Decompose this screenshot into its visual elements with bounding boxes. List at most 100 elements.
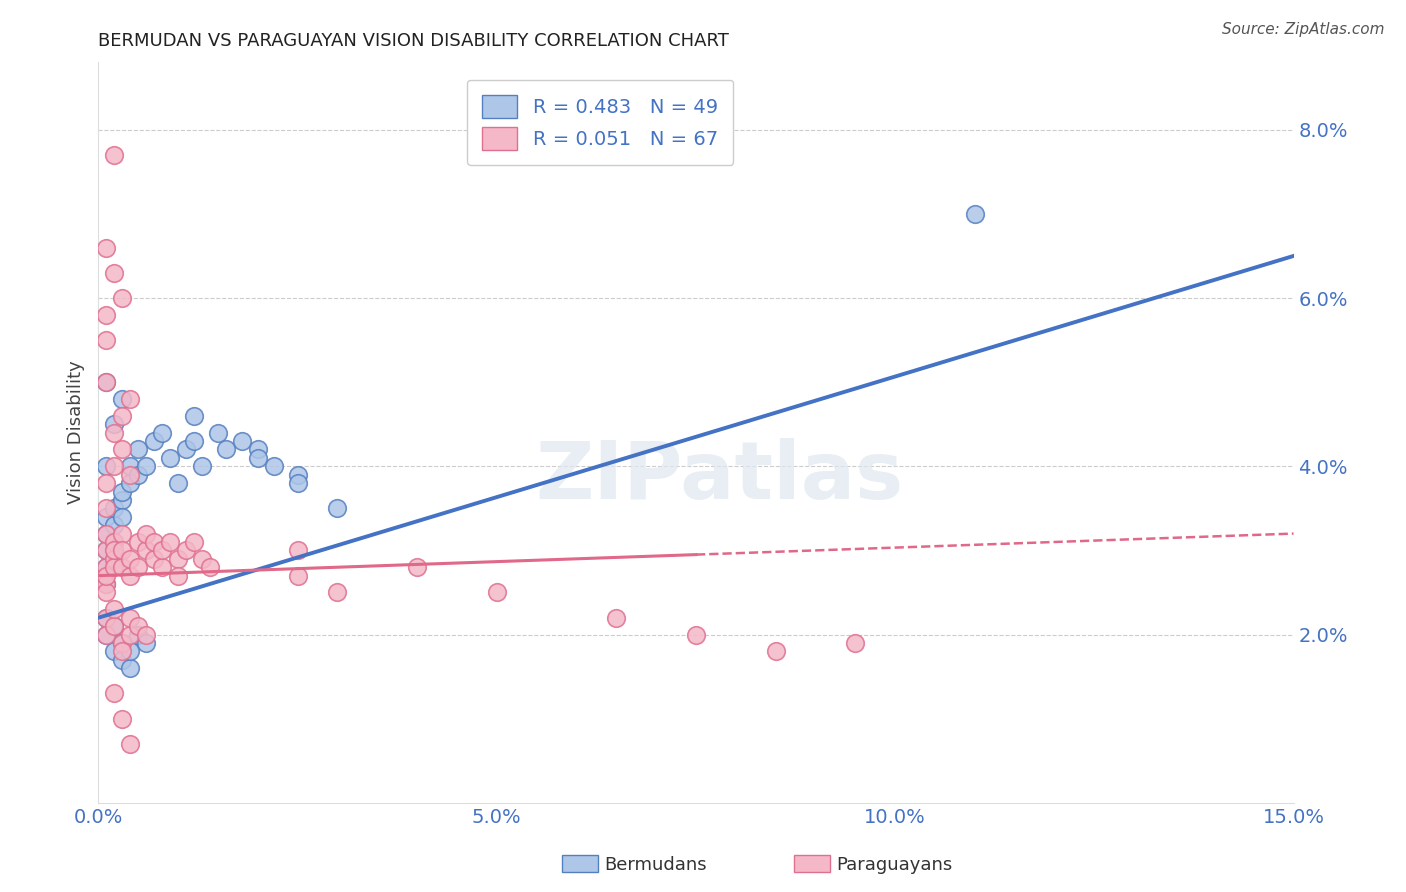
Point bbox=[150, 560, 173, 574]
Point bbox=[605, 610, 627, 624]
Point bbox=[120, 551, 142, 566]
Point bbox=[287, 476, 309, 491]
Point bbox=[174, 543, 197, 558]
Point bbox=[111, 392, 134, 406]
Point bbox=[215, 442, 238, 457]
Text: Bermudans: Bermudans bbox=[605, 856, 707, 874]
Point bbox=[183, 409, 205, 423]
Point bbox=[111, 560, 134, 574]
Point bbox=[103, 501, 125, 516]
Point bbox=[103, 686, 125, 700]
Point bbox=[103, 644, 125, 658]
Point bbox=[103, 459, 125, 474]
Point bbox=[111, 442, 134, 457]
Point bbox=[96, 560, 118, 574]
Point bbox=[96, 585, 118, 599]
Point bbox=[96, 476, 118, 491]
Point bbox=[159, 450, 181, 465]
Point bbox=[127, 560, 149, 574]
Point bbox=[191, 459, 214, 474]
Text: BERMUDAN VS PARAGUAYAN VISION DISABILITY CORRELATION CHART: BERMUDAN VS PARAGUAYAN VISION DISABILITY… bbox=[98, 32, 730, 50]
Point bbox=[167, 476, 190, 491]
Text: Source: ZipAtlas.com: Source: ZipAtlas.com bbox=[1222, 22, 1385, 37]
Point bbox=[96, 459, 118, 474]
Point bbox=[96, 627, 118, 641]
Point bbox=[685, 627, 707, 641]
Point bbox=[485, 585, 508, 599]
Point bbox=[120, 392, 142, 406]
Point bbox=[96, 560, 118, 574]
Point bbox=[127, 535, 149, 549]
Point bbox=[96, 543, 118, 558]
Point bbox=[96, 610, 118, 624]
Point bbox=[111, 484, 134, 499]
Point bbox=[120, 737, 142, 751]
Point bbox=[127, 467, 149, 482]
Point bbox=[183, 434, 205, 448]
Point bbox=[143, 535, 166, 549]
Point bbox=[96, 509, 118, 524]
Point bbox=[96, 501, 118, 516]
Point bbox=[111, 653, 134, 667]
Point bbox=[191, 551, 214, 566]
Point bbox=[765, 644, 787, 658]
Point bbox=[111, 543, 134, 558]
Point bbox=[120, 467, 142, 482]
Point bbox=[120, 644, 142, 658]
Point bbox=[287, 568, 309, 582]
Point bbox=[111, 644, 134, 658]
Text: Paraguayans: Paraguayans bbox=[837, 856, 953, 874]
Point bbox=[96, 333, 118, 347]
Point bbox=[207, 425, 229, 440]
Point bbox=[326, 585, 349, 599]
Point bbox=[963, 207, 986, 221]
Point bbox=[143, 434, 166, 448]
Point bbox=[96, 375, 118, 389]
Point bbox=[135, 543, 157, 558]
Point bbox=[120, 568, 142, 582]
Point bbox=[103, 602, 125, 616]
Point bbox=[326, 501, 349, 516]
Point bbox=[150, 425, 173, 440]
Point bbox=[246, 442, 269, 457]
Point bbox=[103, 425, 125, 440]
Point bbox=[111, 409, 134, 423]
Point bbox=[96, 610, 118, 624]
Point bbox=[143, 551, 166, 566]
Point bbox=[103, 543, 125, 558]
Point bbox=[111, 509, 134, 524]
Y-axis label: Vision Disability: Vision Disability bbox=[66, 360, 84, 505]
Point bbox=[174, 442, 197, 457]
Point bbox=[96, 577, 118, 591]
Legend: R = 0.483   N = 49, R = 0.051   N = 67: R = 0.483 N = 49, R = 0.051 N = 67 bbox=[467, 79, 734, 165]
Point bbox=[263, 459, 285, 474]
Point bbox=[120, 627, 142, 641]
Point bbox=[135, 636, 157, 650]
Point bbox=[111, 526, 134, 541]
Point bbox=[96, 526, 118, 541]
Point bbox=[120, 476, 142, 491]
Point bbox=[111, 492, 134, 507]
Point bbox=[120, 661, 142, 675]
Point bbox=[127, 627, 149, 641]
Point bbox=[159, 535, 181, 549]
Point bbox=[844, 636, 866, 650]
Point bbox=[103, 560, 125, 574]
Point bbox=[127, 442, 149, 457]
Point bbox=[150, 543, 173, 558]
Point bbox=[103, 551, 125, 566]
Point bbox=[135, 526, 157, 541]
Point bbox=[103, 535, 125, 549]
Point bbox=[103, 148, 125, 162]
Point bbox=[406, 560, 429, 574]
Point bbox=[246, 450, 269, 465]
Point bbox=[96, 526, 118, 541]
Point bbox=[103, 551, 125, 566]
Point bbox=[120, 459, 142, 474]
Point bbox=[96, 543, 118, 558]
Point bbox=[96, 577, 118, 591]
Point bbox=[167, 551, 190, 566]
Point bbox=[287, 543, 309, 558]
Point bbox=[103, 619, 125, 633]
Point bbox=[96, 375, 118, 389]
